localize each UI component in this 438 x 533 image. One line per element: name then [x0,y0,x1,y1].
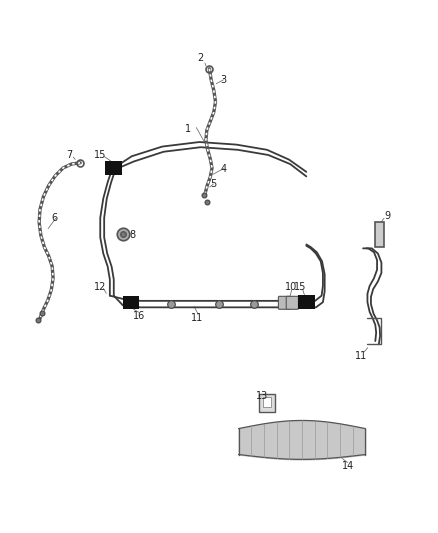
Bar [297,295,315,309]
Bar [375,222,384,247]
FancyBboxPatch shape [286,296,298,309]
Text: 9: 9 [385,211,391,221]
Text: 10: 10 [285,282,297,292]
Text: 15: 15 [94,150,106,160]
Text: 3: 3 [220,76,226,85]
Text: 16: 16 [134,311,146,321]
Text: 2: 2 [198,53,204,63]
Text: 12: 12 [94,282,106,292]
Text: 1: 1 [185,124,191,134]
Text: 8: 8 [130,230,136,240]
Text: 14: 14 [342,461,354,471]
Bar [263,398,272,407]
FancyBboxPatch shape [279,296,290,309]
Text: 15: 15 [294,282,307,292]
Bar [123,296,139,309]
Text: 5: 5 [211,179,217,189]
Text: 7: 7 [67,150,73,160]
Text: 11: 11 [355,351,367,361]
Text: 4: 4 [220,164,226,174]
Text: 11: 11 [191,313,203,324]
Text: 6: 6 [51,213,57,223]
Bar [259,393,275,411]
Text: 13: 13 [256,391,268,401]
Bar [105,161,122,175]
